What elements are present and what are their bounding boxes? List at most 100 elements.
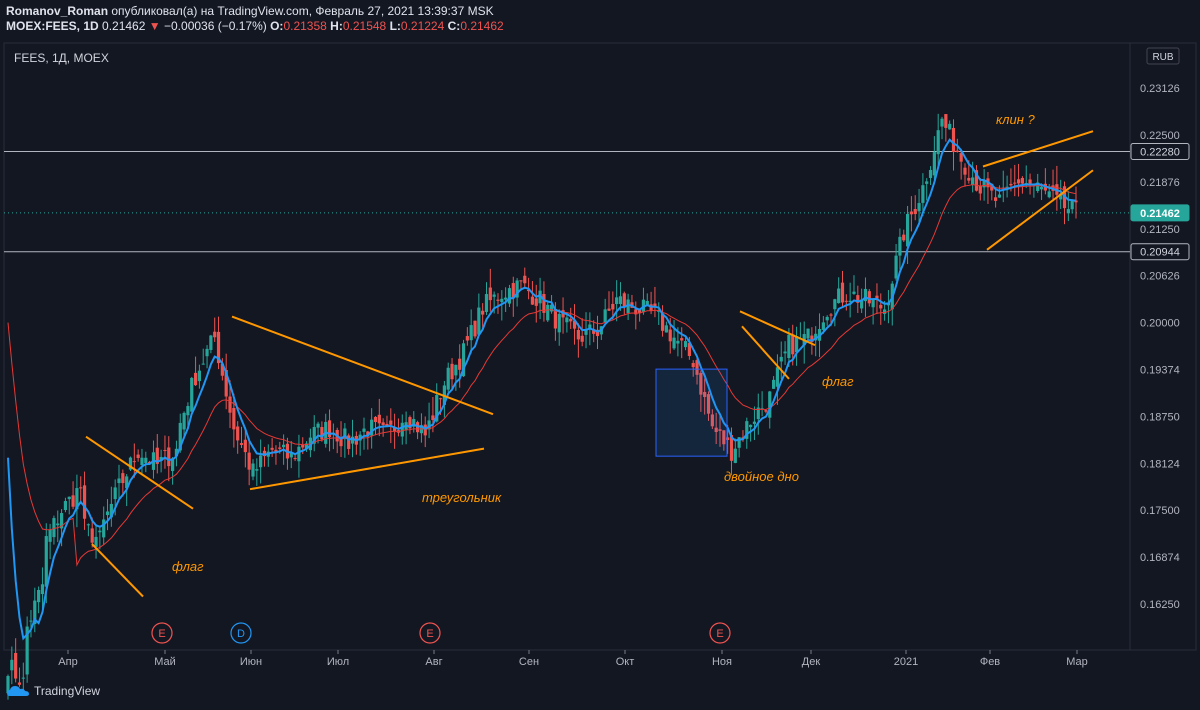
candle-body [496,299,500,301]
candle-body [408,417,412,429]
candle-body [274,449,278,452]
candle-body [205,348,209,357]
candle-body [1028,179,1032,185]
candle-body [687,343,691,357]
candle-body [297,446,301,462]
candle-body [25,626,29,675]
annotation-label: флаг [172,559,204,574]
author-name[interactable]: Romanov_Roman [6,4,109,18]
event-marker[interactable] [151,622,173,644]
candle-body [745,421,749,439]
candle-body [477,307,481,335]
x-tick-label: Ноя [712,656,732,668]
chart-pane[interactable] [3,42,1131,651]
candle-body [59,513,64,529]
candle-body [810,335,814,343]
candle-body [431,415,435,421]
event-marker-label: D [237,628,245,640]
candle-body [446,367,450,390]
candle-body [347,435,351,449]
candle-body [963,167,967,175]
candle-body [21,677,25,679]
close-label: C: [447,19,461,33]
last-price: 0.21462 [102,19,146,33]
candle-body [553,308,557,329]
event-marker[interactable] [709,622,731,644]
candle-body [752,421,757,424]
candle-body [664,325,669,333]
candle-body [718,429,722,431]
candle-body [71,495,75,507]
candle-body [465,336,469,341]
candle-body [557,313,561,333]
y-tick-label: 0.19374 [1140,365,1180,377]
candle-body [905,213,910,247]
trendline[interactable] [91,543,144,598]
candle-body [936,130,940,155]
event-marker[interactable] [230,622,252,644]
x-tick-label: 2021 [894,656,918,668]
trendline[interactable] [739,310,816,347]
candle-body [825,316,829,321]
trendline[interactable] [986,169,1094,251]
trendline[interactable] [982,130,1094,168]
candle-body [171,458,175,472]
candle-body [733,448,737,463]
candle-body [63,501,68,511]
trendline[interactable] [85,435,194,510]
event-marker[interactable] [419,622,441,644]
candle-body [913,209,917,215]
candle-body [634,309,638,315]
candle-body [259,455,263,468]
candle-body [565,317,569,323]
candle-body [959,153,963,162]
brand-label: TradingView [34,684,101,698]
double-bottom-box[interactable] [655,368,728,457]
symbol-label[interactable]: MOEX:FEES, 1D [6,19,99,33]
candle-body [622,293,626,307]
change-down-icon: ▼ [148,19,161,33]
candle-body [393,427,397,432]
candle-body [592,329,596,334]
candle-body [990,183,994,191]
price-badge-label: 0.22280 [1140,146,1180,158]
price-badge-label: 0.21462 [1140,208,1180,220]
ma-slow-line [7,184,1077,567]
candle-body [699,372,703,395]
candle-body [67,496,71,500]
candle-body [52,518,56,538]
candle-body [438,398,443,400]
candle-body [90,528,94,543]
annotation-label: клин ? [996,112,1035,127]
y-tick-label: 0.18750 [1140,411,1180,423]
event-marker-label: E [716,628,723,640]
candle-body [17,682,22,685]
x-tick-label: Фев [980,656,1000,668]
candle-body [940,118,944,127]
candle-body [638,309,642,314]
x-tick-label: Апр [58,656,77,668]
trendline[interactable] [249,447,485,491]
candle-body [994,197,998,201]
candle-body [645,300,649,306]
candle-body [473,320,477,337]
candle-body [1059,193,1063,200]
candle-body [534,298,538,306]
candle-body [301,444,305,448]
candle-body [454,364,458,376]
candle-body [921,185,925,203]
tradingview-footer[interactable]: TradingView [6,684,100,698]
trendline[interactable] [231,315,494,416]
y-tick-label: 0.17500 [1140,505,1180,517]
trendline[interactable] [741,325,790,380]
candle-body [419,425,424,434]
candle-body [316,423,320,428]
candle-body [37,590,41,603]
candle-body [197,370,201,382]
currency-badge[interactable] [1146,47,1180,65]
candle-body [703,392,707,397]
candle-body [852,291,856,294]
candle-body [182,412,186,430]
candle-body [94,536,98,547]
